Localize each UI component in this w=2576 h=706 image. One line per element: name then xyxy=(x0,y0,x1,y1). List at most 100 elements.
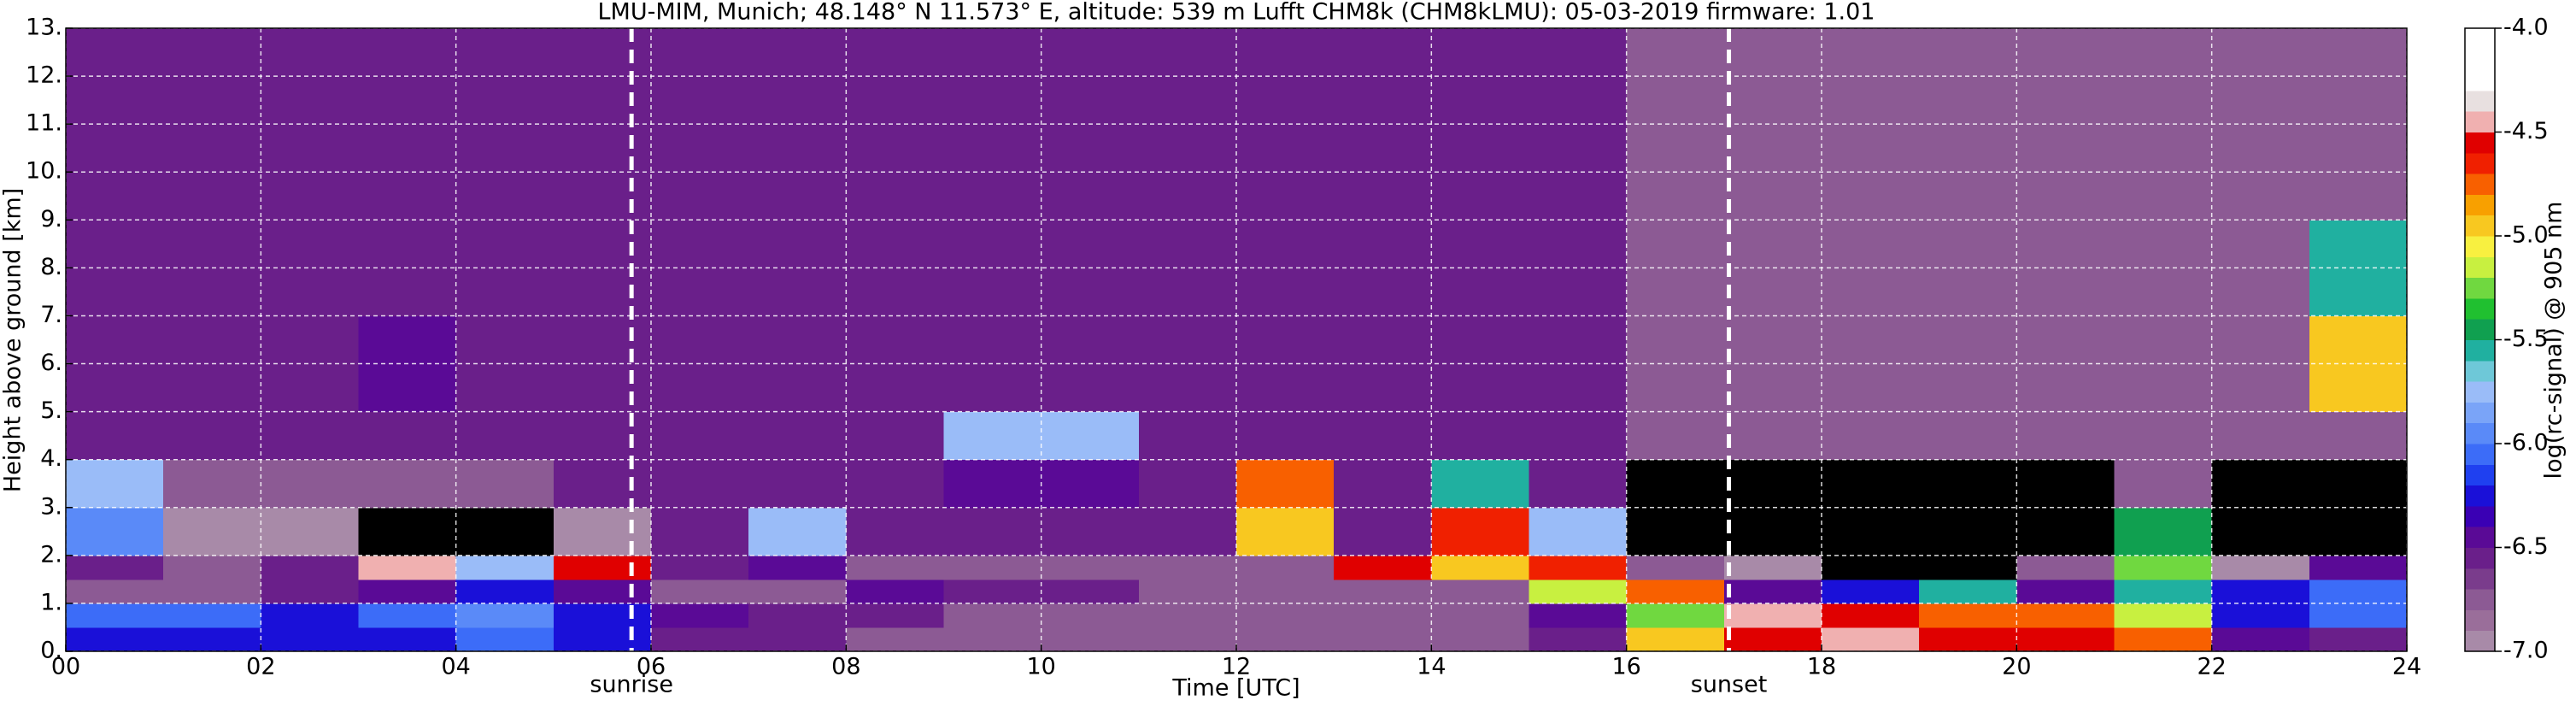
x-tick-label: 20 xyxy=(2002,654,2031,680)
heatmap-cell xyxy=(943,411,1042,461)
heatmap-cell xyxy=(66,411,164,461)
colorbar-tick-label: -5.0 xyxy=(2503,222,2549,249)
heatmap-cell xyxy=(2016,627,2115,652)
colorbar-swatch xyxy=(2465,236,2495,257)
heatmap-cell xyxy=(1822,459,1920,509)
heatmap-cell xyxy=(1041,627,1140,652)
colorbar-swatch xyxy=(2465,132,2495,154)
heatmap-cell xyxy=(1626,555,1725,580)
heatmap-cell xyxy=(163,507,261,556)
heatmap-cell xyxy=(358,411,457,461)
heatmap-cell xyxy=(1919,603,2017,628)
x-tick-label: 22 xyxy=(2197,654,2226,680)
y-tick-label: 2. xyxy=(40,541,62,568)
heatmap-cell xyxy=(261,555,359,580)
heatmap-cell xyxy=(748,555,847,580)
y-tick-label: 5. xyxy=(40,397,62,424)
heatmap-cell xyxy=(1626,627,1725,652)
heatmap-cell xyxy=(1529,411,1628,461)
heatmap-cell xyxy=(1822,555,1920,580)
heatmap-cell xyxy=(748,411,847,461)
heatmap-cell xyxy=(1822,603,1920,628)
heatmap-cell xyxy=(1822,579,1920,604)
heatmap-cell xyxy=(261,507,359,556)
heatmap-cell xyxy=(2309,507,2408,556)
heatmap-cell xyxy=(261,603,359,628)
x-tick-label: 12 xyxy=(1222,654,1251,680)
heatmap-cell xyxy=(2309,411,2408,461)
heatmap-cell xyxy=(66,579,164,604)
heatmap-cell xyxy=(1236,459,1335,509)
colorbar-label: log(rc-signal) @ 905 nm xyxy=(2541,202,2567,479)
colorbar-swatch xyxy=(2465,297,2495,320)
y-tick-label: 3. xyxy=(40,493,62,520)
heatmap-cell xyxy=(358,555,457,580)
y-tick-label: 4. xyxy=(40,445,62,472)
heatmap-cell xyxy=(2016,411,2115,461)
heatmap-cell xyxy=(1919,411,2017,461)
heatmap-cell xyxy=(1236,507,1335,556)
y-tick-label: 12. xyxy=(26,62,62,89)
x-tick-label: 24 xyxy=(2392,654,2421,680)
x-axis-label: Time [UTC] xyxy=(1171,675,1300,702)
heatmap-cell xyxy=(163,411,261,461)
heatmap-cell xyxy=(1723,411,1822,461)
heatmap-cell xyxy=(651,579,749,604)
heatmap-cell xyxy=(2211,627,2310,652)
heatmap-cell xyxy=(66,459,164,509)
heatmap-cell xyxy=(1822,627,1920,652)
colorbar-swatch xyxy=(2465,256,2495,279)
heatmap-cell xyxy=(1236,603,1335,628)
heatmap-cell xyxy=(1334,411,1432,461)
colorbar-swatch xyxy=(2465,402,2495,424)
heatmap-cell xyxy=(1431,603,1529,628)
heatmap-cell xyxy=(1723,459,1822,509)
heatmap-cell xyxy=(455,507,555,556)
heatmap-cell xyxy=(2309,627,2408,652)
colorbar-swatch xyxy=(2465,527,2495,548)
heatmap-cell xyxy=(1431,579,1529,604)
heatmap-cell xyxy=(651,459,749,509)
heatmap-cell xyxy=(1723,555,1822,580)
heatmap-cell xyxy=(2114,459,2213,509)
heatmap-cell xyxy=(1919,627,2017,652)
heatmap-cell xyxy=(553,603,652,628)
heatmap-cell xyxy=(943,627,1042,652)
heatmap-cell xyxy=(1138,555,1237,580)
heatmap-cell xyxy=(2211,411,2310,461)
heatmap-cell xyxy=(1334,555,1432,580)
heatmap-cell xyxy=(651,603,749,628)
heatmap-cell xyxy=(2114,627,2213,652)
y-axis-label: Height above ground [km] xyxy=(0,188,26,492)
heatmap-cell xyxy=(2309,579,2408,604)
y-tick-label: 1. xyxy=(40,589,62,615)
heatmap-cell xyxy=(1431,627,1529,652)
heatmap-cell xyxy=(2016,555,2115,580)
colorbar-tick-label: -5.5 xyxy=(2503,326,2549,352)
y-tick-label: 11. xyxy=(26,110,62,137)
heatmap-cell xyxy=(261,627,359,652)
heatmap-cell xyxy=(455,579,555,604)
heatmap-cell xyxy=(553,579,652,604)
heatmap-cell xyxy=(943,579,1042,604)
heatmap-cell xyxy=(455,411,555,461)
heatmap-cell xyxy=(651,627,749,652)
heatmap-cell xyxy=(2016,459,2115,509)
colorbar-swatch xyxy=(2465,90,2495,112)
heatmap-cell xyxy=(553,459,652,509)
heatmap-cell xyxy=(1529,579,1628,604)
heatmap-cell xyxy=(1822,411,1920,461)
heatmap-cell xyxy=(1723,627,1822,652)
heatmap-cell xyxy=(66,627,164,652)
heatmap-cell xyxy=(748,603,847,628)
heatmap-cell xyxy=(846,627,944,652)
heatmap-cell xyxy=(2114,579,2213,604)
heatmap-cell xyxy=(1723,579,1822,604)
heatmap-cell xyxy=(943,459,1042,509)
heatmap-cell xyxy=(455,603,555,628)
heatmap-cell xyxy=(1626,507,1725,556)
heatmap-cell xyxy=(2309,555,2408,580)
heatmap-cell xyxy=(455,459,555,509)
heatmap-cell xyxy=(846,555,944,580)
colorbar-swatch xyxy=(2465,28,2495,50)
